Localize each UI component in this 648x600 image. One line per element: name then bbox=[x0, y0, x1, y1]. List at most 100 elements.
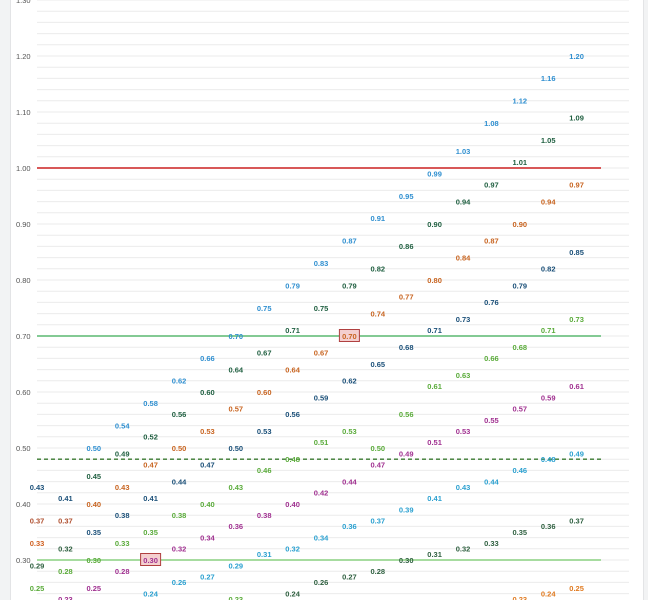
data-label: 0.85 bbox=[569, 248, 584, 257]
data-label: 0.70 bbox=[228, 332, 243, 341]
data-label: 0.77 bbox=[399, 293, 414, 302]
data-label: 0.61 bbox=[569, 382, 584, 391]
data-label: 0.52 bbox=[143, 433, 158, 442]
data-label: 0.73 bbox=[456, 315, 471, 324]
data-label: 0.34 bbox=[314, 533, 329, 542]
data-label: 0.79 bbox=[285, 281, 300, 290]
data-label: 0.73 bbox=[569, 315, 584, 324]
y-tick-label: 1.10 bbox=[16, 108, 31, 117]
data-label: 0.83 bbox=[314, 259, 329, 268]
data-label: 0.66 bbox=[484, 354, 499, 363]
data-label: 0.35 bbox=[512, 528, 527, 537]
data-label: 0.24 bbox=[285, 589, 300, 598]
data-label: 0.25 bbox=[86, 584, 101, 593]
data-label: 0.63 bbox=[456, 371, 471, 380]
data-label: 0.57 bbox=[228, 405, 243, 414]
data-label: 0.82 bbox=[370, 265, 385, 274]
data-label: 0.62 bbox=[172, 377, 187, 386]
data-label: 0.32 bbox=[58, 545, 73, 554]
data-label: 0.40 bbox=[200, 500, 215, 509]
data-label: 0.43 bbox=[30, 483, 45, 492]
data-label: 0.39 bbox=[399, 505, 414, 514]
data-label: 0.60 bbox=[200, 388, 215, 397]
data-label: 0.64 bbox=[228, 365, 243, 374]
data-label: 0.46 bbox=[257, 466, 272, 475]
data-label: 0.23 bbox=[58, 595, 73, 600]
data-label: 0.50 bbox=[370, 444, 385, 453]
data-label: 0.57 bbox=[512, 405, 527, 414]
data-label: 0.34 bbox=[200, 533, 215, 542]
data-label: 0.60 bbox=[257, 388, 272, 397]
data-label: 0.47 bbox=[370, 461, 385, 470]
data-label: 0.26 bbox=[172, 578, 187, 587]
y-tick-label: 0.90 bbox=[16, 220, 31, 229]
data-label: 0.33 bbox=[484, 539, 499, 548]
data-label: 0.66 bbox=[200, 354, 215, 363]
data-label: 0.51 bbox=[427, 438, 442, 447]
data-label: 0.40 bbox=[285, 500, 300, 509]
data-label: 0.33 bbox=[30, 539, 45, 548]
data-label: 0.91 bbox=[370, 214, 385, 223]
data-label: 0.24 bbox=[143, 589, 158, 598]
data-label: 0.32 bbox=[456, 545, 471, 554]
data-label: 0.30 bbox=[399, 556, 414, 565]
data-label: 0.40 bbox=[86, 500, 101, 509]
data-label: 1.12 bbox=[512, 97, 527, 106]
data-label: 0.36 bbox=[228, 522, 243, 531]
data-label: 0.43 bbox=[115, 483, 130, 492]
y-tick-label: 0.50 bbox=[16, 444, 31, 453]
data-label: 0.37 bbox=[30, 517, 45, 526]
data-label: 0.50 bbox=[228, 444, 243, 453]
data-label: 0.90 bbox=[427, 220, 442, 229]
reference-lines bbox=[37, 167, 601, 561]
highlight-box bbox=[140, 553, 162, 566]
y-axis-ticks: 0.30 0.40 0.50 0.60 0.70 0.80 0.90 1.00 1.10 1.20… bbox=[16, 0, 31, 565]
data-label: 0.37 bbox=[58, 517, 73, 526]
data-label: 1.20 bbox=[569, 52, 584, 61]
data-label: 0.56 bbox=[399, 410, 414, 419]
data-label: 0.37 bbox=[569, 517, 584, 526]
data-label: 0.82 bbox=[541, 265, 556, 274]
data-label: 0.38 bbox=[257, 511, 272, 520]
data-label: 0.87 bbox=[342, 237, 357, 246]
data-label: 0.25 bbox=[569, 584, 584, 593]
data-label: 0.56 bbox=[172, 410, 187, 419]
chart-panel: 0.30 0.40 0.50 0.60 0.70 0.80 0.90 1.00 1.10 1.20… bbox=[10, 0, 644, 600]
data-label: 0.67 bbox=[257, 349, 272, 358]
data-label: 0.71 bbox=[285, 326, 300, 335]
data-label: 0.28 bbox=[115, 567, 130, 576]
data-label: 0.35 bbox=[143, 528, 158, 537]
data-label: 0.44 bbox=[342, 477, 357, 486]
data-label: 0.74 bbox=[370, 309, 385, 318]
data-label: 0.50 bbox=[86, 444, 101, 453]
data-label: 0.97 bbox=[569, 181, 584, 190]
data-label: 0.84 bbox=[456, 253, 471, 262]
data-label: 1.05 bbox=[541, 136, 556, 145]
data-label: 0.41 bbox=[427, 494, 442, 503]
y-tick-label: 0.80 bbox=[16, 276, 31, 285]
data-label: 0.26 bbox=[314, 578, 329, 587]
data-label: 0.29 bbox=[30, 561, 45, 570]
data-label: 0.76 bbox=[484, 298, 499, 307]
data-label: 0.37 bbox=[370, 517, 385, 526]
data-label: 0.71 bbox=[541, 326, 556, 335]
data-label: 0.61 bbox=[427, 382, 442, 391]
data-label: 0.65 bbox=[370, 360, 385, 369]
data-label: 0.36 bbox=[342, 522, 357, 531]
data-label: 0.24 bbox=[541, 589, 556, 598]
y-tick-label: 0.30 bbox=[16, 556, 31, 565]
y-tick-label: 0.60 bbox=[16, 388, 31, 397]
y-tick-label: 1.20 bbox=[16, 52, 31, 61]
data-label: 0.79 bbox=[512, 281, 527, 290]
data-label: 1.01 bbox=[512, 158, 527, 167]
data-label: 0.87 bbox=[484, 237, 499, 246]
data-label: 0.28 bbox=[370, 567, 385, 576]
data-label: 0.27 bbox=[200, 573, 215, 582]
data-label: 0.43 bbox=[228, 483, 243, 492]
data-label: 0.48 bbox=[541, 455, 556, 464]
data-label: 0.99 bbox=[427, 169, 442, 178]
data-label: 0.94 bbox=[541, 197, 556, 206]
data-label: 0.32 bbox=[285, 545, 300, 554]
data-label: 0.49 bbox=[569, 449, 584, 458]
data-label: 0.30 bbox=[143, 556, 158, 565]
